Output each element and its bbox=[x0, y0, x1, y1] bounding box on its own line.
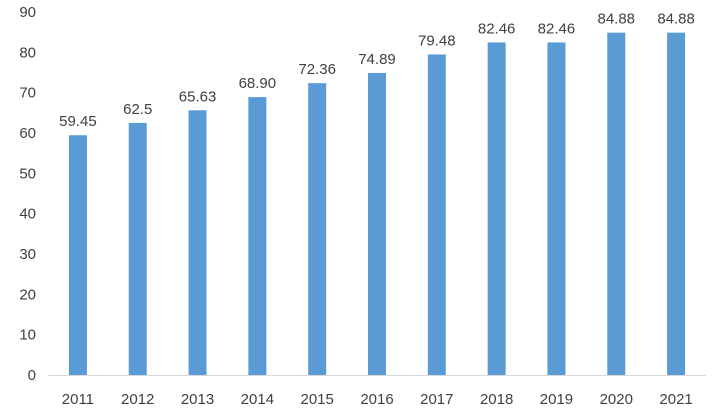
y-tick-label-60: 60 bbox=[19, 125, 36, 142]
x-tick-label-2019: 2019 bbox=[540, 391, 573, 408]
y-tick-label-70: 70 bbox=[19, 85, 36, 102]
data-label-2016: 74.89 bbox=[358, 51, 396, 68]
y-axis-tick-labels: 0 10 20 30 40 50 60 70 80 90 bbox=[19, 4, 36, 384]
data-label-2017: 79.48 bbox=[418, 32, 456, 49]
bar-2017 bbox=[427, 54, 446, 376]
data-label-2011: 59.45 bbox=[59, 113, 97, 130]
y-tick-label-10: 10 bbox=[19, 327, 36, 344]
x-tick-label-2017: 2017 bbox=[420, 391, 453, 408]
data-label-2015: 72.36 bbox=[298, 61, 336, 78]
x-tick-label-2016: 2016 bbox=[360, 391, 393, 408]
x-tick-label-2020: 2020 bbox=[600, 391, 633, 408]
data-labels: 59.45 62.5 65.63 68.90 72.36 74.89 79.48 82.46 8… bbox=[59, 11, 695, 131]
bar-2019 bbox=[547, 42, 566, 375]
y-tick-label-80: 80 bbox=[19, 44, 36, 61]
data-label-2013: 65.63 bbox=[179, 88, 217, 105]
y-tick-label-0: 0 bbox=[28, 367, 36, 384]
data-label-2018: 82.46 bbox=[478, 20, 516, 37]
x-tick-label-2011: 2011 bbox=[62, 391, 94, 408]
y-tick-label-20: 20 bbox=[19, 286, 36, 303]
x-tick-label-2021: 2021 bbox=[659, 391, 692, 408]
x-tick-label-2015: 2015 bbox=[300, 391, 333, 408]
y-tick-label-30: 30 bbox=[19, 246, 36, 263]
y-tick-label-50: 50 bbox=[19, 165, 36, 182]
bar-2020 bbox=[607, 32, 626, 375]
x-tick-label-2013: 2013 bbox=[181, 391, 214, 408]
bars bbox=[68, 32, 686, 376]
x-tick-label-2012: 2012 bbox=[121, 391, 154, 408]
data-label-2019: 82.46 bbox=[538, 20, 576, 37]
data-label-2021: 84.88 bbox=[657, 11, 695, 28]
data-label-2014: 68.90 bbox=[239, 75, 277, 92]
bar-2018 bbox=[487, 42, 506, 375]
bar-2013 bbox=[188, 110, 207, 376]
data-label-2012: 62.5 bbox=[123, 101, 152, 118]
bar-2021 bbox=[667, 32, 686, 375]
bar-2015 bbox=[308, 83, 327, 375]
data-label-2020: 84.88 bbox=[597, 11, 635, 28]
x-axis-tick-labels: 2011 2012 2013 2014 2015 2016 2017 2018 2019 2020… bbox=[62, 391, 693, 408]
y-tick-label-90: 90 bbox=[19, 4, 36, 21]
bar-2014 bbox=[248, 97, 267, 375]
bar-2016 bbox=[368, 72, 386, 375]
x-tick-label-2014: 2014 bbox=[241, 391, 274, 408]
x-tick-label-2018: 2018 bbox=[480, 391, 513, 408]
bar-2011 bbox=[68, 135, 87, 375]
bar-2012 bbox=[128, 122, 147, 376]
y-tick-label-40: 40 bbox=[19, 206, 36, 223]
